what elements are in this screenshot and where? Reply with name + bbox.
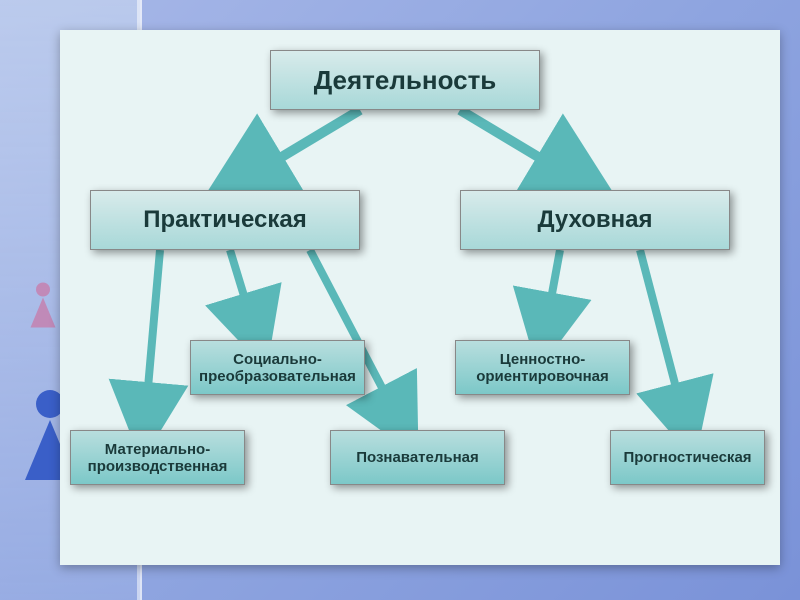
node-prognostic: Прогностическая <box>610 430 765 485</box>
node-material-production-label: Материально-производственная <box>75 441 240 475</box>
diagram-container: Деятельность Практическая Духовная Матер… <box>60 30 780 565</box>
node-spiritual-label: Духовная <box>537 206 652 234</box>
node-root-label: Деятельность <box>314 65 497 96</box>
node-spiritual: Духовная <box>460 190 730 250</box>
node-social-transform: Социально-преобразовательная <box>190 340 365 395</box>
node-cognitive-label: Познавательная <box>356 449 479 466</box>
node-value-orient-label: Ценностно-ориентировочная <box>460 351 625 385</box>
node-value-orient: Ценностно-ориентировочная <box>455 340 630 395</box>
node-practical: Практическая <box>90 190 360 250</box>
node-root: Деятельность <box>270 50 540 110</box>
person-icon-small <box>31 283 56 348</box>
node-material-production: Материально-производственная <box>70 430 245 485</box>
node-practical-label: Практическая <box>143 206 306 234</box>
node-cognitive: Познавательная <box>330 430 505 485</box>
node-prognostic-label: Прогностическая <box>623 449 751 466</box>
node-social-transform-label: Социально-преобразовательная <box>195 351 360 385</box>
